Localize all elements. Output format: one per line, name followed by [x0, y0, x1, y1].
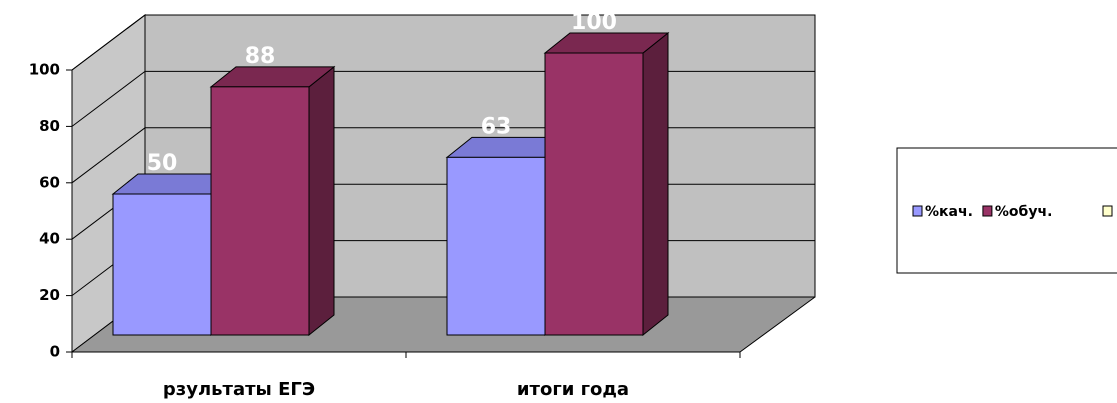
y-tick-label: 60 [39, 173, 60, 191]
bars: 50 88 63 100 [111, 10, 670, 337]
legend [896, 147, 1117, 274]
y-tick-label: 0 [50, 343, 60, 361]
bar-front [112, 193, 212, 336]
grid-line [71, 71, 146, 127]
floor-edge [739, 296, 816, 353]
legend-swatch [982, 205, 993, 217]
y-tick-label: 80 [39, 117, 60, 135]
bar-front [446, 156, 546, 336]
bar-side [308, 65, 335, 337]
value-label: 63 [481, 114, 512, 139]
legend-label: %обуч. [995, 204, 1052, 220]
legend-swatch [912, 205, 923, 217]
x-tick-label: рзультаты ЕГЭ [163, 379, 315, 400]
value-label: 88 [245, 44, 276, 69]
y-tick-label: 100 [29, 61, 60, 79]
bar [209, 65, 336, 337]
bar-front [210, 86, 310, 336]
y-tick-label: 40 [39, 230, 60, 248]
y-tick-label: 20 [39, 286, 60, 304]
legend-entries: %кач. %обуч. [912, 204, 1052, 220]
bar-front [544, 52, 644, 336]
legend-label: %кач. [925, 204, 973, 220]
bar [543, 31, 670, 337]
grid-line [71, 127, 146, 184]
x-tick-label: итоги года [517, 379, 629, 400]
value-label: 100 [571, 10, 617, 35]
grid-line [71, 14, 146, 71]
legend-swatch [1102, 205, 1113, 217]
bar-side [642, 31, 669, 337]
value-label: 50 [147, 151, 178, 176]
